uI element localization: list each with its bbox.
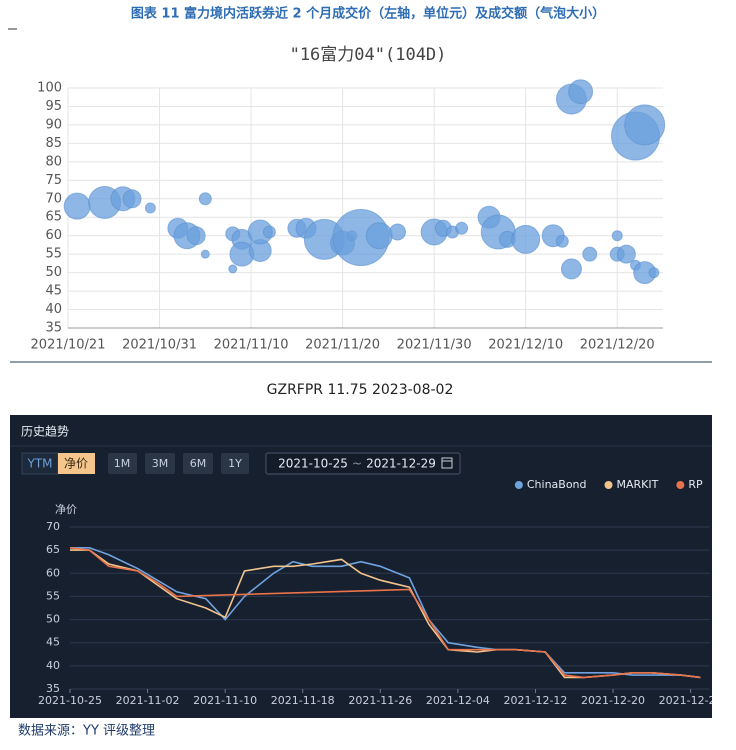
x-tick-label: 2021/11/10 <box>214 338 289 353</box>
x-tick-label: 2021-10-25 <box>38 694 102 707</box>
x-tick-label: 2021/10/31 <box>122 338 197 353</box>
range-label[interactable]: 3M <box>152 457 169 470</box>
figure-title: 图表 11 富力境内活跃券近 2 个月成交价（左轴，单位元）及成交额（气泡大小） <box>131 6 605 22</box>
y-tick-label: 90 <box>45 117 62 132</box>
source-note: 数据来源：YY 评级整理 <box>18 724 155 739</box>
y-tick-label: 40 <box>45 302 62 317</box>
x-tick-label: 2021/11/20 <box>305 338 380 353</box>
x-tick-label: 2021-11-02 <box>116 694 180 707</box>
y-tick-label: 65 <box>46 543 60 556</box>
y-tick-label: 85 <box>45 136 62 151</box>
bubble <box>389 223 407 241</box>
y-tick-label: 80 <box>45 154 62 169</box>
series-line <box>70 547 701 679</box>
y-tick-label: 95 <box>45 99 62 114</box>
chart-title: "16富力04"(104D) <box>290 45 447 65</box>
x-tick-label: 2021/11/30 <box>397 338 472 353</box>
y-tick-label: 75 <box>45 173 62 188</box>
bubble <box>198 192 212 206</box>
y-tick-label: 70 <box>45 191 62 206</box>
x-tick-label: 2021-12-20 <box>581 694 645 707</box>
y-tick-label: 65 <box>45 210 62 225</box>
bubble <box>560 258 582 280</box>
x-tick-label: 2021-12-28 <box>659 694 723 707</box>
legend-swatch <box>514 481 523 489</box>
y-tick-label: 35 <box>46 682 60 695</box>
bubble <box>186 226 206 246</box>
y-tick-label: 40 <box>46 659 60 672</box>
x-tick-label: 2021-12-04 <box>426 694 490 707</box>
x-tick-label: 2021/10/21 <box>31 338 106 353</box>
date-separator: ~ <box>352 457 362 471</box>
y-tick-label: 70 <box>46 520 60 533</box>
bubble <box>262 225 276 239</box>
y-tick-label: 55 <box>45 247 62 262</box>
bubble <box>144 202 156 214</box>
range-button[interactable] <box>145 453 175 474</box>
date-start[interactable]: 2021-10-25 <box>278 457 348 471</box>
legend-swatch <box>604 481 613 489</box>
y-tick-label: 35 <box>45 321 62 336</box>
y-axis-label: 净价 <box>55 502 77 516</box>
x-tick-label: 2021-11-26 <box>348 694 412 707</box>
panel: 历史趋势 YTM 净价 1M 3M 6M 1Y 2021-10-25 ~ 202… <box>10 415 723 718</box>
bubble <box>611 230 623 242</box>
bubble <box>568 79 594 105</box>
y-tick-label: 50 <box>46 613 60 626</box>
panel-title: 历史趋势 <box>21 425 69 439</box>
x-tick-label: 2021/12/10 <box>488 338 563 353</box>
bubble <box>616 244 636 264</box>
bubble <box>200 249 210 259</box>
bubble <box>511 224 541 254</box>
y-tick-label: 45 <box>46 636 60 649</box>
range-button[interactable] <box>221 453 249 474</box>
range-label[interactable]: 1Y <box>228 457 242 470</box>
caption: GZRFPR 11.75 2023-08-02 <box>267 382 454 398</box>
bubble <box>455 221 469 235</box>
range-label[interactable]: 6M <box>190 457 207 470</box>
legend-swatch <box>676 481 685 489</box>
bubble <box>122 189 142 209</box>
legend-label: RP <box>688 478 703 491</box>
y-tick-label: 100 <box>37 81 62 96</box>
legend: ChinaBond MARKIT RP <box>514 478 703 491</box>
y-tick-label: 55 <box>46 589 60 602</box>
y-tick-label: 50 <box>45 265 62 280</box>
y-tick-label: 60 <box>46 566 60 579</box>
y-tick-label: 60 <box>45 228 62 243</box>
series-line <box>69 547 701 679</box>
bubble <box>582 246 598 262</box>
bubble <box>365 222 393 250</box>
bubble <box>648 267 660 279</box>
x-tick-label: 2021-12-12 <box>503 694 567 707</box>
x-tick-label: 2021/12/20 <box>580 338 655 353</box>
x-tick-label: 2021-11-18 <box>271 694 335 707</box>
legend-label: MARKIT <box>617 478 659 491</box>
calendar-icon[interactable] <box>441 457 453 469</box>
toggle-button-active[interactable] <box>58 453 95 474</box>
bubble <box>63 192 91 220</box>
toggle-label[interactable]: YTM <box>26 457 52 471</box>
range-button[interactable] <box>108 453 137 474</box>
y-tick-label: 45 <box>45 284 62 299</box>
x-tick-label: 2021-11-10 <box>193 694 257 707</box>
calendar-body <box>441 457 453 469</box>
bubble <box>555 234 569 248</box>
range-label[interactable]: 1M <box>114 457 131 470</box>
range-button[interactable] <box>183 453 213 474</box>
bubble <box>228 264 238 274</box>
legend-label: ChinaBond <box>527 478 587 491</box>
toggle-label[interactable]: 净价 <box>64 457 88 471</box>
bubble <box>624 104 666 146</box>
date-end[interactable]: 2021-12-29 <box>366 457 436 471</box>
date-range-box[interactable] <box>265 452 461 475</box>
